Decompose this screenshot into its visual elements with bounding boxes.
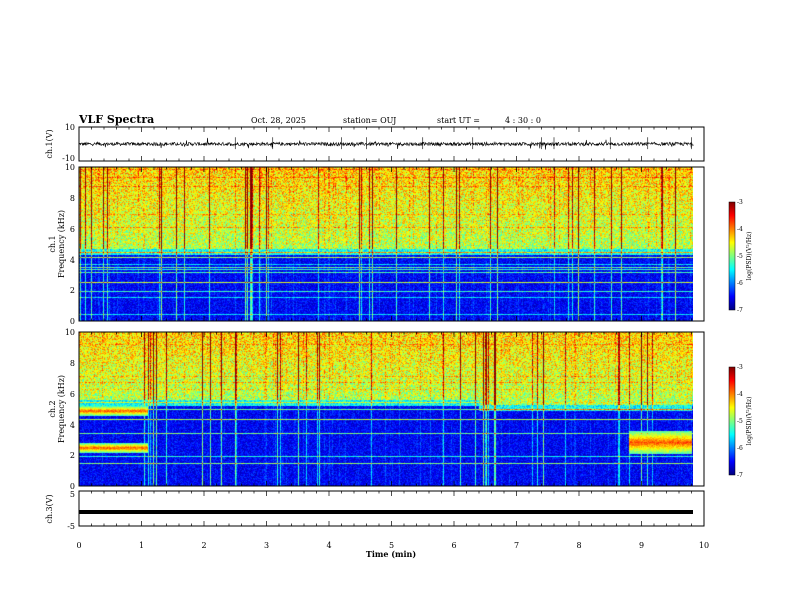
ch1-cbar-tick-3: -3: [737, 199, 743, 206]
ch1-spectrogram-panel: 10 8 6 4 2 0 ch.1 Frequency (kHz) -3 -4 …: [48, 163, 753, 326]
xtick-6: 6: [451, 541, 456, 550]
ch1-waveform-frame: [78, 126, 705, 162]
x-axis-label: Time (min): [366, 549, 416, 559]
xtick-2: 2: [201, 541, 206, 550]
ch2-cbar-tick-7: -7: [737, 472, 743, 479]
date-label: Oct. 28, 2025: [251, 116, 306, 125]
ch1-spec-ylabel-channel: ch.1: [48, 235, 57, 252]
start-ut-value: 4 : 30 : 0: [505, 116, 541, 125]
xtick-8: 8: [576, 541, 581, 550]
ch2-spec-ytick-4: 4: [70, 421, 75, 430]
ch1-spec-ytick-0: 0: [70, 317, 75, 326]
ch2-spectrogram-panel: 10 8 6 4 2 0 ch.2 Frequency (kHz) -3 -4 …: [48, 328, 753, 491]
ch3-waveform-ticks: [78, 491, 705, 526]
ch2-cbar-tick-3: -3: [737, 364, 743, 371]
ch1-cbar-tick-5: -5: [737, 253, 743, 260]
ch1-spec-ytick-2: 2: [70, 286, 75, 295]
ch1-spec-ytick-6: 6: [70, 225, 75, 234]
ch2-cbar-tick-5: -5: [737, 418, 743, 425]
ch2-cbar-label: log(PSD)(V²/Hz): [746, 397, 753, 446]
ch1-spec-ylabel-frequency: Frequency (kHz): [57, 210, 66, 278]
ch3-waveform-frame: [78, 490, 705, 527]
ch3-ytick-top: 5: [70, 490, 75, 499]
xtick-10: 10: [699, 541, 709, 550]
xtick-0: 0: [76, 541, 81, 550]
ch2-spectrogram-frame: [78, 331, 705, 487]
figure-title: VLF Spectra: [78, 113, 154, 126]
ch1-waveform-panel: 10 -10 ch.1(V): [45, 123, 705, 163]
ch3-ylabel: ch.3(V): [45, 494, 54, 523]
ch2-colorbar: [728, 366, 736, 476]
ch1-spectrogram-frame: [78, 166, 705, 322]
ch1-cbar-label: log(PSD)(V²/Hz): [746, 232, 753, 281]
xtick-9: 9: [639, 541, 644, 550]
start-ut-label: start UT =: [437, 116, 480, 125]
ch1-waveform-line: [78, 137, 694, 150]
ch2-spec-ytick-8: 8: [70, 359, 75, 368]
x-axis: 0 1 2 3 4 5 6 7 8 9 10 Time (min): [76, 541, 709, 559]
xtick-5: 5: [389, 541, 394, 550]
ch1-spec-ytick-4: 4: [70, 256, 75, 265]
ch1-spec-ytick-8: 8: [70, 194, 75, 203]
ch2-cbar-tick-4: -4: [737, 391, 743, 398]
xtick-4: 4: [326, 541, 331, 550]
ch2-spectrogram-image: [79, 332, 693, 486]
ch3-waveform-panel: 5 -5 ch.3(V): [45, 490, 705, 531]
ch1-ytick-bottom: -10: [62, 154, 75, 163]
ch1-spectrogram-image: [79, 167, 693, 321]
xtick-7: 7: [514, 541, 519, 550]
ch2-spec-ylabel-channel: ch.2: [48, 400, 57, 417]
ch2-spec-ytick-0: 0: [70, 482, 75, 491]
ch3-ytick-bottom: -5: [67, 522, 75, 531]
ch2-spec-ytick-6: 6: [70, 390, 75, 399]
xtick-3: 3: [264, 541, 269, 550]
ch1-waveform-trace: [78, 137, 694, 150]
ch2-cbar-tick-6: -6: [737, 445, 743, 452]
ch1-cbar-tick-4: -4: [737, 226, 743, 233]
ch1-ytick-top: 10: [65, 123, 75, 132]
ch1-colorbar: [728, 201, 736, 311]
ch1-ylabel: ch.1(V): [45, 129, 54, 158]
ch1-spec-ytick-10: 10: [65, 163, 75, 172]
ch2-spec-ytick-2: 2: [70, 451, 75, 460]
ch2-spec-ylabel-frequency: Frequency (kHz): [57, 375, 66, 443]
ch1-cbar-tick-7: -7: [737, 307, 743, 314]
ch2-spec-ytick-10: 10: [65, 328, 75, 337]
xtick-1: 1: [139, 541, 144, 550]
station-label: station= OUJ: [343, 116, 396, 125]
ch1-cbar-tick-6: -6: [737, 280, 743, 287]
